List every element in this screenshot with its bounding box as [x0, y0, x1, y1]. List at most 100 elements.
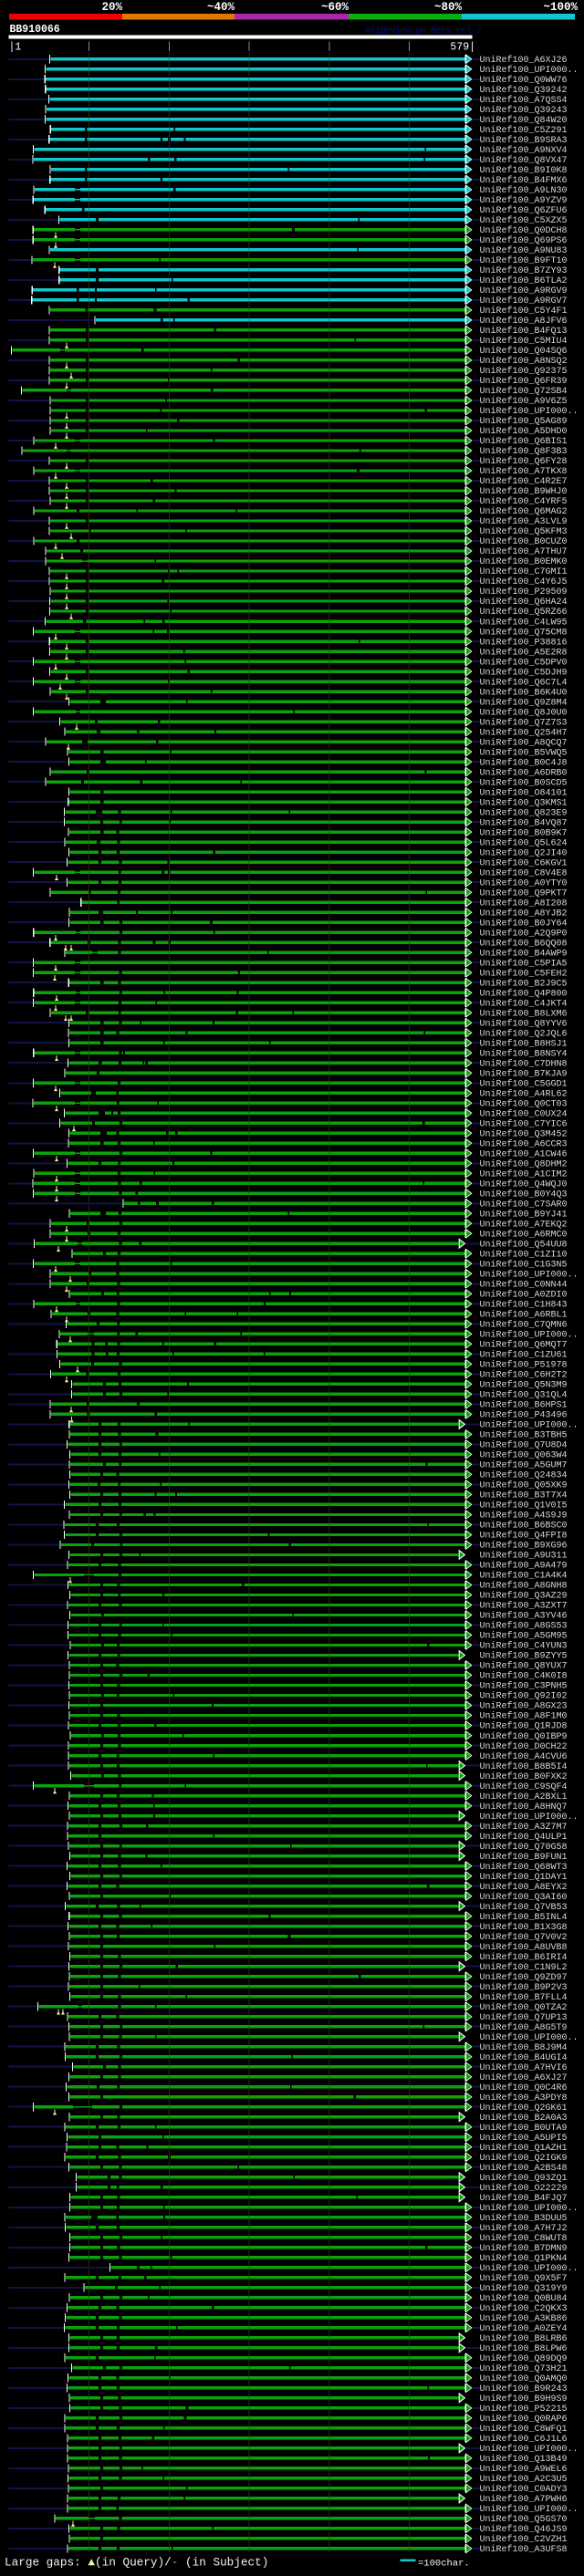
- svg-text:UniRef100_C1A4K4: UniRef100_C1A4K4: [480, 1571, 568, 1582]
- svg-text:UniRef100_B9WHJ0: UniRef100_B9WHJ0: [480, 486, 568, 497]
- svg-text:UniRef100_A5GM95: UniRef100_A5GM95: [480, 1631, 568, 1642]
- svg-text:UniRef100_A2Q9P0: UniRef100_A2Q9P0: [480, 928, 568, 939]
- svg-text:UniRef100_UPI000..: UniRef100_UPI000..: [480, 1812, 579, 1823]
- svg-text:UniRef100_Q04SQ6: UniRef100_Q04SQ6: [480, 346, 568, 357]
- svg-text:UniRef100_Q0WW76: UniRef100_Q0WW76: [480, 75, 568, 86]
- svg-text:UniRef100_C7YIC6: UniRef100_C7YIC6: [480, 1119, 568, 1130]
- svg-text:UniRef100_A7THU7: UniRef100_A7THU7: [480, 546, 568, 557]
- svg-text:UniRef100_A7HVI6: UniRef100_A7HVI6: [480, 2062, 568, 2073]
- svg-text:UniRef100_UPI000..: UniRef100_UPI000..: [480, 406, 579, 417]
- svg-text:UniRef100_UPI000..: UniRef100_UPI000..: [480, 1330, 579, 1341]
- svg-text:UniRef100_A8NSQ2: UniRef100_A8NSQ2: [480, 356, 568, 367]
- svg-text:UniRef100_A5GUM7: UniRef100_A5GUM7: [480, 1460, 568, 1471]
- svg-text:UniRef100_B3DUU5: UniRef100_B3DUU5: [480, 2213, 568, 2224]
- svg-text:UniRef100_Q39242: UniRef100_Q39242: [480, 85, 568, 96]
- svg-text:UniRef100_A8JFV6: UniRef100_A8JFV6: [480, 316, 568, 327]
- svg-text:UniRef100_A9YZV9: UniRef100_A9YZV9: [480, 195, 568, 206]
- svg-text:UniRef100_B9I0K8: UniRef100_B9I0K8: [480, 165, 568, 176]
- svg-text:UniRef100_B9SRA3: UniRef100_B9SRA3: [480, 135, 568, 146]
- svg-text:UniRef100_Q92I02: UniRef100_Q92I02: [480, 1691, 568, 1702]
- svg-text:UniRef100_Q5GS70: UniRef100_Q5GS70: [480, 2514, 568, 2525]
- svg-text:UniRef100_UPI000..: UniRef100_UPI000..: [480, 65, 579, 76]
- svg-text:UniRef100_B9ZYY5: UniRef100_B9ZYY5: [480, 1651, 568, 1662]
- svg-text:UniRef100_C4R2E7: UniRef100_C4R2E7: [480, 476, 568, 487]
- svg-text:UniRef100_C0NN44: UniRef100_C0NN44: [480, 1280, 568, 1291]
- svg-text:UniRef100_C0ADY3: UniRef100_C0ADY3: [480, 2484, 568, 2495]
- svg-text:UniRef100_Q0RAP6: UniRef100_Q0RAP6: [480, 2414, 568, 2425]
- svg-text:UniRef100_C1ZI10: UniRef100_C1ZI10: [480, 1250, 568, 1261]
- svg-text:UniRef100_Q1V0I5: UniRef100_Q1V0I5: [480, 1501, 568, 1511]
- svg-text:UniRef100_C5DPV0: UniRef100_C5DPV0: [480, 657, 568, 668]
- svg-text:UniRef100_C3PNH5: UniRef100_C3PNH5: [480, 1681, 568, 1692]
- svg-text:UniRef100_Q75CM8: UniRef100_Q75CM8: [480, 627, 568, 638]
- svg-text:UniRef100_A8G5T9: UniRef100_A8G5T9: [480, 2022, 568, 2033]
- svg-text:UniRef100_B0Y4Q3: UniRef100_B0Y4Q3: [480, 1189, 568, 1200]
- svg-text:UniRef100_Q823E9: UniRef100_Q823E9: [480, 807, 568, 818]
- svg-text:UniRef100_A6DRB0: UniRef100_A6DRB0: [480, 767, 568, 778]
- svg-text:UniRef100_Q0IBP9: UniRef100_Q0IBP9: [480, 1731, 568, 1742]
- svg-text:UniRef100_UPI000..: UniRef100_UPI000..: [480, 2444, 579, 2455]
- svg-text:UniRef100_A1CW46: UniRef100_A1CW46: [480, 1149, 568, 1160]
- svg-text:UniRef100_C4JKT4: UniRef100_C4JKT4: [480, 998, 568, 1009]
- svg-text:UniRef100_B8LPW6: UniRef100_B8LPW6: [480, 2343, 568, 2354]
- svg-text:UniRef100_Q39243: UniRef100_Q39243: [480, 105, 568, 116]
- svg-text:UniRef100_Q1RJD8: UniRef100_Q1RJD8: [480, 1721, 568, 1732]
- svg-text:UniRef100_Q5AG89: UniRef100_Q5AG89: [480, 416, 568, 427]
- svg-text:UniRef100_Q9PKT7: UniRef100_Q9PKT7: [480, 888, 568, 898]
- svg-text:UniRef100_A8QCQ7: UniRef100_A8QCQ7: [480, 737, 568, 748]
- svg-text:UniRef100_B0JY64: UniRef100_B0JY64: [480, 918, 568, 929]
- svg-text:UniRef100_A6XJ27: UniRef100_A6XJ27: [480, 2072, 568, 2083]
- svg-text:UniRef100_Q92375: UniRef100_Q92375: [480, 366, 568, 377]
- svg-text:UniRef100_Q84W20: UniRef100_Q84W20: [480, 115, 568, 126]
- svg-text:UniRef100_Q6MAG2: UniRef100_Q6MAG2: [480, 506, 568, 517]
- svg-text:UniRef100_Q31QL4: UniRef100_Q31QL4: [480, 1390, 568, 1401]
- svg-text:UniRef100_A4CVU6: UniRef100_A4CVU6: [480, 1751, 568, 1762]
- svg-text:UniRef100_Q72SB4: UniRef100_Q72SB4: [480, 386, 568, 397]
- svg-text:UniRef100_Q9X5F7: UniRef100_Q9X5F7: [480, 2273, 568, 2284]
- svg-text:UniRef100_Q8DHM2: UniRef100_Q8DHM2: [480, 1159, 568, 1170]
- svg-text:UniRef100_C4LW95: UniRef100_C4LW95: [480, 617, 568, 628]
- svg-text:UniRef100_Q8VX47: UniRef100_Q8VX47: [480, 155, 568, 166]
- svg-text:UniRef100_P43496: UniRef100_P43496: [480, 1410, 568, 1421]
- svg-text:UniRef100_A6RBL1: UniRef100_A6RBL1: [480, 1310, 568, 1321]
- svg-text:UniRef100_B9R243: UniRef100_B9R243: [480, 2384, 568, 2394]
- svg-text:UniRef100_Q8YUX7: UniRef100_Q8YUX7: [480, 1661, 568, 1672]
- svg-text:UniRef100_Q254H7: UniRef100_Q254H7: [480, 727, 568, 738]
- svg-text:UniRef100_C4YRF5: UniRef100_C4YRF5: [480, 496, 568, 507]
- svg-text:UniRef100_A8GS53: UniRef100_A8GS53: [480, 1621, 568, 1632]
- svg-text:UniRef100_B4FMX6: UniRef100_B4FMX6: [480, 175, 568, 186]
- svg-text:UniRef100_Q3AZ29: UniRef100_Q3AZ29: [480, 1591, 568, 1602]
- svg-text:UniRef100_A5UPI5: UniRef100_A5UPI5: [480, 2133, 568, 2144]
- svg-text:UniRef100_UPI000..: UniRef100_UPI000..: [480, 2263, 579, 2274]
- svg-text:UniRef100_C4Y6J5: UniRef100_C4Y6J5: [480, 576, 568, 587]
- svg-text:UniRef100_A9NXV4: UniRef100_A9NXV4: [480, 145, 568, 156]
- svg-text:UniRef100_Q7U8D4: UniRef100_Q7U8D4: [480, 1440, 568, 1451]
- svg-text:UniRef100_Q54UU8: UniRef100_Q54UU8: [480, 1240, 568, 1251]
- svg-text:UniRef100_A6XJ26: UniRef100_A6XJ26: [480, 55, 568, 66]
- svg-text:UniRef100_B4VQ87: UniRef100_B4VQ87: [480, 817, 568, 828]
- svg-text:UniRef100_Q6MQT7: UniRef100_Q6MQT7: [480, 1340, 568, 1351]
- svg-text:UniRef100_Q8YYV6: UniRef100_Q8YYV6: [480, 1018, 568, 1029]
- svg-text:UniRef100_Q0TZA2: UniRef100_Q0TZA2: [480, 2002, 568, 2013]
- svg-text:UniRef100_Q1DAY1: UniRef100_Q1DAY1: [480, 1872, 568, 1883]
- svg-text:UniRef100_B9XG96: UniRef100_B9XG96: [480, 1541, 568, 1552]
- svg-text:UniRef100_A0YTY0: UniRef100_A0YTY0: [480, 878, 568, 888]
- svg-text:UniRef100_C5GGD1: UniRef100_C5GGD1: [480, 1079, 568, 1090]
- svg-text:UniRef100_Q319Y9: UniRef100_Q319Y9: [480, 2283, 568, 2294]
- svg-text:UniRef100_B9H9S9: UniRef100_B9H9S9: [480, 2394, 568, 2405]
- svg-text:UniRef100_A8EYX2: UniRef100_A8EYX2: [480, 1882, 568, 1893]
- svg-text:UniRef100_A3PDY8: UniRef100_A3PDY8: [480, 2093, 568, 2103]
- svg-text:UniRef100_Q0DCH8: UniRef100_Q0DCH8: [480, 225, 568, 236]
- svg-text:UniRef100_C9SQF4: UniRef100_C9SQF4: [480, 1781, 568, 1792]
- svg-text:UniRef100_Q6C7L4: UniRef100_Q6C7L4: [480, 677, 568, 688]
- svg-text:BB910066: BB910066: [10, 24, 60, 36]
- svg-text:UniRef100_B8B5I4: UniRef100_B8B5I4: [480, 1761, 568, 1772]
- svg-text:UniRef100_C5DJH9: UniRef100_C5DJH9: [480, 667, 568, 678]
- svg-text:UniRef100_A3LVL9: UniRef100_A3LVL9: [480, 516, 568, 527]
- svg-text:UniRef100_C5MIU4: UniRef100_C5MIU4: [480, 336, 568, 347]
- svg-text:UniRef100_Q5N3M9: UniRef100_Q5N3M9: [480, 1380, 568, 1391]
- svg-text:UniRef100_O84101: UniRef100_O84101: [480, 787, 568, 798]
- svg-text:UniRef100_A5DHD0: UniRef100_A5DHD0: [480, 426, 568, 437]
- svg-text:UniRef100_C4K0I8: UniRef100_C4K0I8: [480, 1671, 568, 1682]
- svg-text:UniRef100_C8V4E8: UniRef100_C8V4E8: [480, 867, 568, 878]
